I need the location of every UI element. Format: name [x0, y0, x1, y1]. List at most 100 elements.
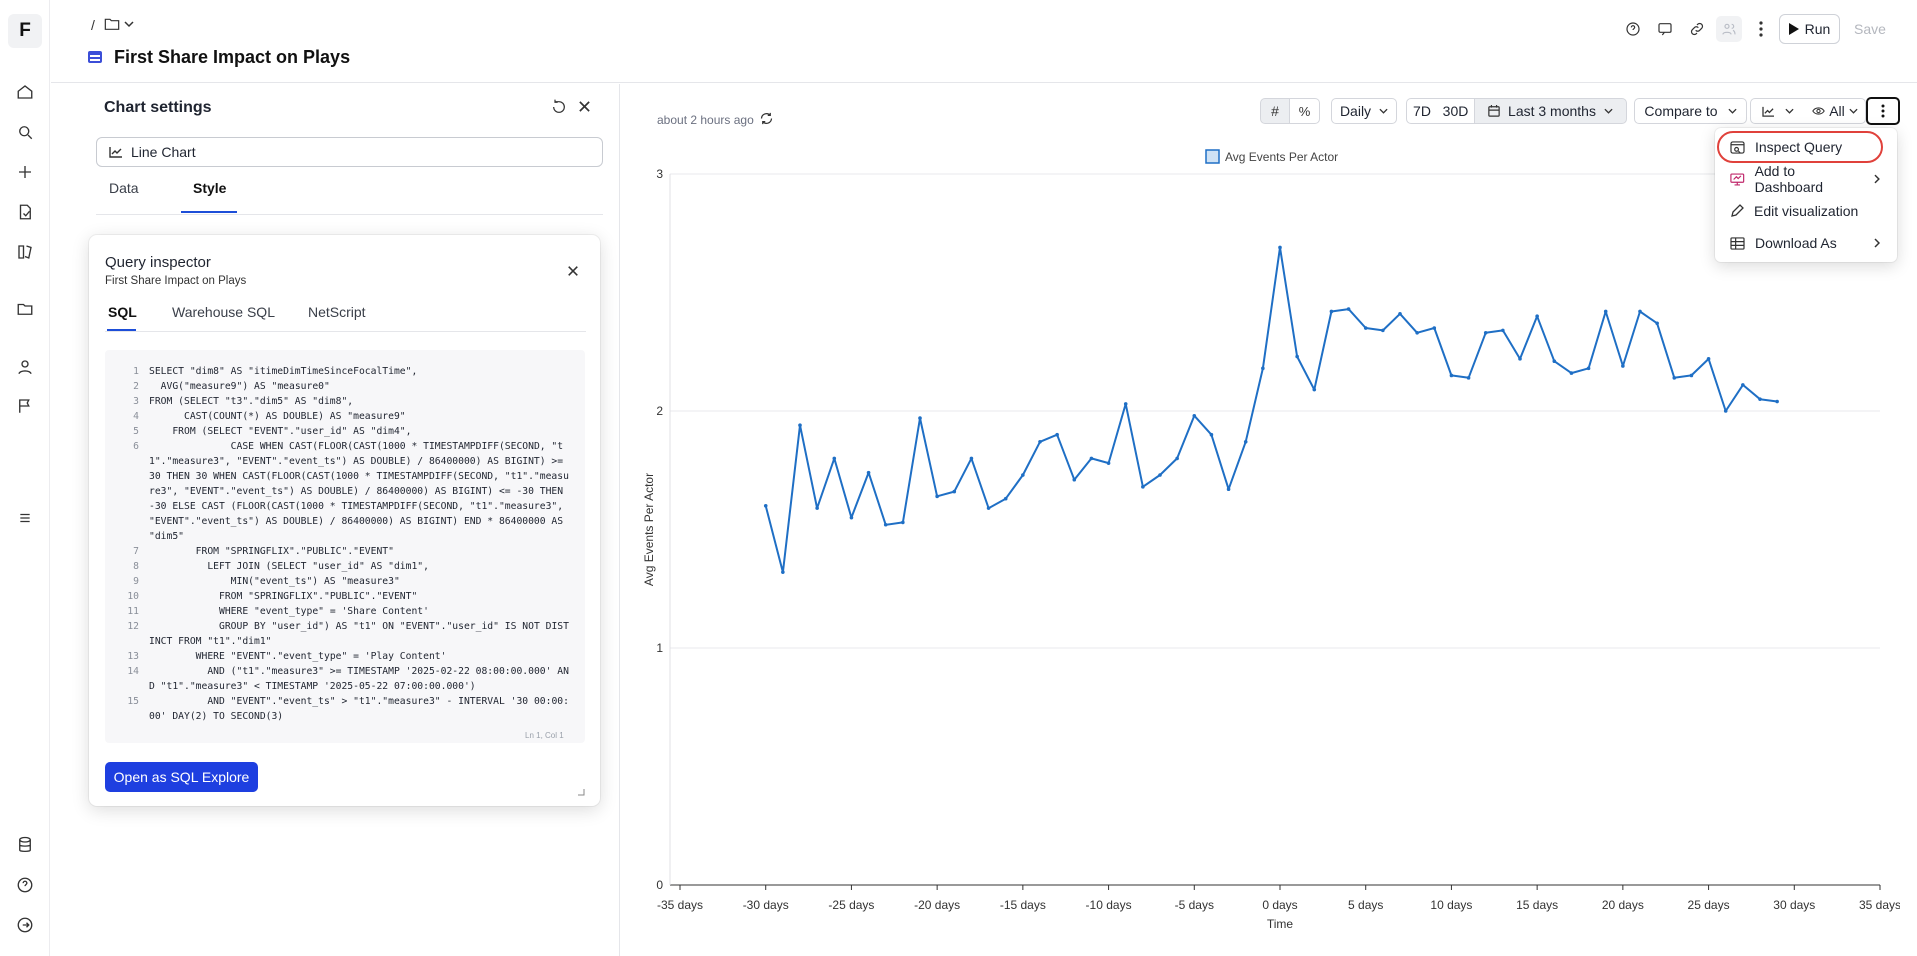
menu-item-add-to-dashboard[interactable]: Add to Dashboard	[1730, 163, 1880, 195]
chart-type-toggle[interactable]	[1750, 98, 1806, 124]
menu-item-download-as[interactable]: Download As	[1730, 231, 1880, 255]
data-point	[1003, 496, 1008, 501]
user-icon[interactable]	[13, 355, 37, 379]
folder-icon	[104, 18, 120, 30]
link-icon[interactable]	[1684, 16, 1710, 42]
sql-code-editor[interactable]: 1 SELECT "dim8" AS "itimeDimTimeSinceFoca…	[105, 350, 585, 743]
code-text: GROUP BY "user_id") AS "t1" ON "EVENT"."…	[149, 621, 569, 647]
code-line: 4 CAST(COUNT(*) AS DOUBLE) AS "measure9"	[105, 409, 585, 424]
tab-warehouse-sql[interactable]: Warehouse SQL	[172, 304, 275, 320]
header	[51, 0, 1917, 83]
chart-settings-title: Chart settings	[104, 99, 212, 116]
x-tick-label: -20 days	[914, 898, 960, 912]
close-icon[interactable]	[578, 100, 591, 118]
more-options-button[interactable]	[1866, 97, 1900, 125]
open-as-sql-explore-button[interactable]: Open as SQL Explore	[105, 762, 258, 792]
refresh-icon[interactable]	[759, 111, 774, 131]
tab-sql[interactable]: SQL	[108, 304, 137, 320]
tab-data[interactable]: Data	[109, 180, 139, 196]
data-point	[1021, 473, 1025, 477]
granularity-select[interactable]: Daily	[1331, 98, 1397, 124]
data-point	[781, 570, 785, 574]
y-tick-label: 1	[656, 641, 663, 655]
new-doc-icon[interactable]	[13, 200, 37, 224]
more-vertical-icon[interactable]	[1748, 16, 1774, 42]
app-logo[interactable]: F	[8, 14, 42, 48]
y-axis-label: Avg Events Per Actor	[642, 473, 656, 586]
menu-item-edit-visualization[interactable]: Edit visualization	[1730, 199, 1880, 223]
help-icon[interactable]	[1620, 16, 1646, 42]
code-line: 9 MIN("event_ts") AS "measure3"	[105, 574, 585, 589]
folder-icon[interactable]	[13, 297, 37, 321]
tab-netscript[interactable]: NetScript	[308, 304, 366, 320]
data-point	[1758, 397, 1762, 401]
data-point	[1603, 309, 1608, 314]
code-text: WHERE "EVENT"."event_type" = 'Play Conte…	[149, 651, 447, 662]
data-point	[1741, 383, 1745, 387]
flag-icon[interactable]	[13, 394, 37, 418]
explore-icon[interactable]	[13, 240, 37, 264]
chevron-right-icon	[1874, 238, 1880, 248]
code-text: FROM (SELECT "t3"."dim5" AS "dim8",	[149, 396, 354, 407]
list-toggle-icon[interactable]	[13, 506, 37, 530]
data-point	[1209, 432, 1214, 437]
menu-item-inspect-query[interactable]: Inspect Query	[1730, 135, 1880, 159]
data-point	[883, 522, 888, 527]
x-tick-label: 0 days	[1262, 898, 1297, 912]
hash-icon: #	[1271, 103, 1279, 119]
data-point	[1123, 402, 1128, 406]
date-range-select[interactable]: Last 3 months	[1474, 98, 1627, 124]
breadcrumb-folder[interactable]	[104, 17, 134, 31]
run-label: Run	[1804, 21, 1831, 37]
logout-icon[interactable]	[13, 913, 37, 937]
code-line: 12 GROUP BY "user_id") AS "t1" ON "EVENT…	[105, 619, 585, 649]
share-users-icon[interactable]	[1716, 16, 1742, 42]
range-30d-button[interactable]: 30D	[1437, 98, 1475, 124]
data-point	[1089, 456, 1094, 461]
comment-icon[interactable]	[1652, 16, 1678, 42]
line-number: 13	[127, 651, 139, 662]
close-icon[interactable]	[567, 264, 579, 282]
menu-item-label: Edit visualization	[1754, 203, 1859, 219]
run-button[interactable]: Run	[1779, 14, 1840, 44]
save-button[interactable]: Save	[1854, 21, 1886, 37]
resize-handle-icon[interactable]	[577, 783, 585, 801]
data-point	[1689, 373, 1694, 378]
data-point	[1261, 366, 1265, 371]
data-point	[952, 489, 957, 494]
compare-label: Compare to	[1644, 103, 1718, 119]
code-lines: 1 SELECT "dim8" AS "itimeDimTimeSinceFoca…	[105, 350, 585, 724]
search-icon[interactable]	[13, 120, 37, 144]
line-chart-icon	[109, 147, 122, 158]
data-point	[1415, 330, 1419, 335]
reset-icon[interactable]	[551, 99, 567, 120]
tab-style[interactable]: Style	[193, 180, 227, 196]
visibility-filter-select[interactable]: All	[1805, 98, 1866, 124]
help-icon[interactable]	[13, 873, 37, 897]
query-inspector-title: Query inspector	[105, 254, 211, 271]
compare-to-select[interactable]: Compare to	[1634, 98, 1747, 124]
range-7d-button[interactable]: 7D	[1406, 98, 1438, 124]
code-line: 2 AVG("measure9") AS "measure0"	[105, 379, 585, 394]
percent-format-button[interactable]: %	[1290, 98, 1320, 124]
data-point	[1106, 461, 1111, 465]
percent-icon: %	[1298, 103, 1311, 119]
play-icon	[1788, 23, 1799, 35]
chart-type-select[interactable]: Line Chart	[96, 137, 603, 167]
line-number: 2	[133, 381, 139, 392]
number-format-button[interactable]: #	[1260, 98, 1290, 124]
x-tick-label: 10 days	[1430, 898, 1472, 912]
dashboard-icon	[1730, 172, 1745, 186]
code-line: 1 SELECT "dim8" AS "itimeDimTimeSinceFoca…	[105, 364, 585, 379]
data-point	[1432, 326, 1437, 330]
x-tick-label: -25 days	[828, 898, 874, 912]
line-number: 3	[133, 396, 139, 407]
data-point	[866, 470, 871, 475]
plus-icon[interactable]	[13, 160, 37, 184]
database-icon[interactable]	[13, 833, 37, 857]
data-point	[832, 456, 837, 461]
inspect-icon	[1730, 140, 1745, 154]
menu-item-label: Add to Dashboard	[1754, 163, 1824, 195]
data-point	[1226, 487, 1231, 492]
home-icon[interactable]	[13, 80, 37, 104]
